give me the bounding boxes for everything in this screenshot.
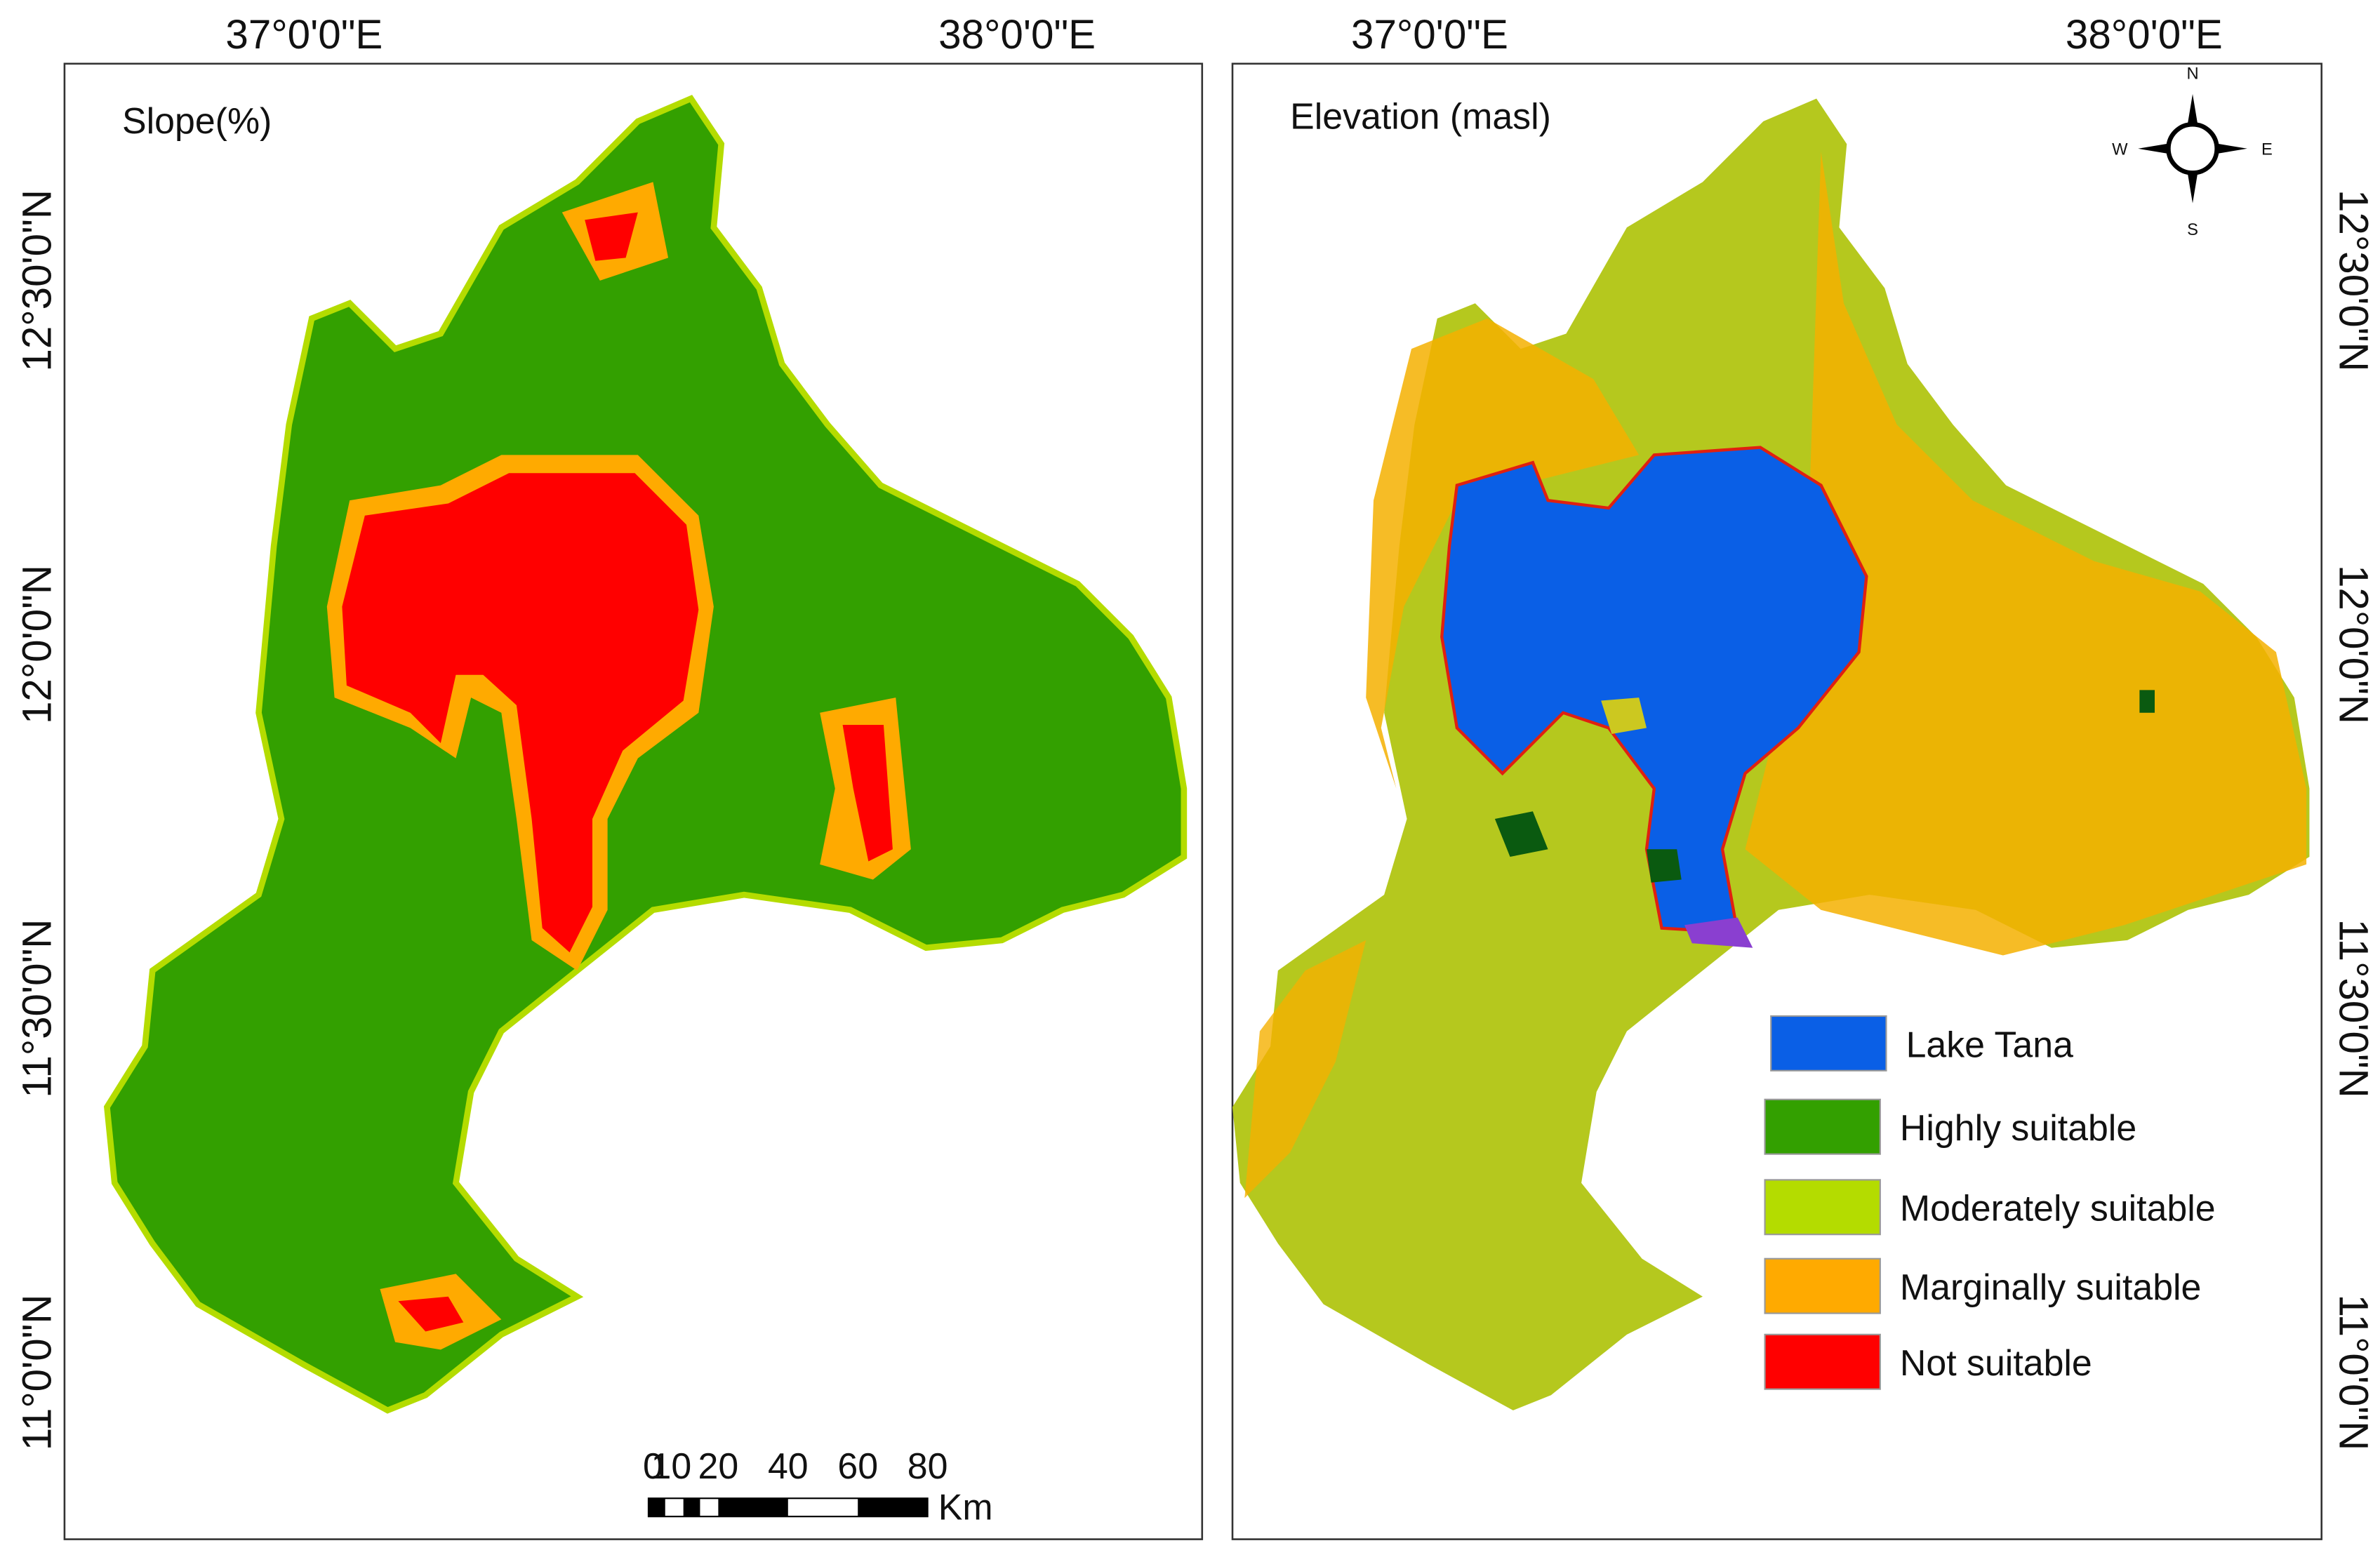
x-axis-label: 37°0'0"E <box>1351 12 1508 58</box>
y-axis-label: 12°30'0"N <box>2331 189 2376 372</box>
panel-frame <box>1231 62 2323 1540</box>
y-axis-label: 11°30'0"N <box>2331 919 2376 1098</box>
scale-label: 60 <box>837 1446 878 1486</box>
legend-swatch <box>1764 1333 1881 1390</box>
x-axis-label: 38°0'0"E <box>938 12 1096 58</box>
scale-label: 80 <box>908 1446 948 1486</box>
y-axis-label: 11°30'0"N <box>14 919 60 1098</box>
x-axis-label: 37°0'0"E <box>225 12 383 58</box>
legend-swatch <box>1764 1179 1881 1236</box>
y-axis-label: 11°0'0"N <box>2331 1294 2376 1450</box>
legend-label: Moderately suitable <box>1900 1188 2216 1229</box>
y-axis-label: 12°30'0"N <box>14 189 60 372</box>
compass: N S W E <box>2112 64 2273 239</box>
slope-map <box>107 98 1183 1410</box>
y-axis-label: 12°0'0"N <box>2331 565 2376 724</box>
panel-frame <box>63 62 1204 1540</box>
compass-label: N <box>2186 64 2198 83</box>
scale-label: 20 <box>698 1446 739 1486</box>
legend-label: Highly suitable <box>1900 1107 2136 1148</box>
legend-swatch <box>1764 1257 1881 1314</box>
scale-label: 40 <box>768 1446 809 1486</box>
legend-swatch <box>1770 1015 1887 1072</box>
legend: Lake Tana Highly suitable Moderately suita… <box>1764 1015 2216 1390</box>
legend-label: Lake Tana <box>1906 1024 2074 1064</box>
legend-label: Marginally suitable <box>1900 1267 2201 1307</box>
panel-title: Elevation (masl) <box>1290 96 1551 137</box>
y-axis-label: 12°0'0"N <box>14 565 60 724</box>
panel-title: Slope(%) <box>122 100 272 141</box>
legend-swatch <box>1764 1098 1881 1155</box>
compass-label: W <box>2112 140 2128 159</box>
x-axis-label: 38°0'0"E <box>2066 12 2223 58</box>
scale-unit: Km <box>938 1486 993 1527</box>
legend-label: Not suitable <box>1900 1342 2092 1383</box>
compass-label: S <box>2187 220 2198 239</box>
scale-label: 10 <box>651 1446 692 1486</box>
elevation-map <box>1232 98 2310 1410</box>
y-axis-label: 11°0'0"N <box>14 1294 60 1450</box>
scale-label: 0 <box>643 1446 663 1486</box>
compass-label: E <box>2261 140 2273 159</box>
